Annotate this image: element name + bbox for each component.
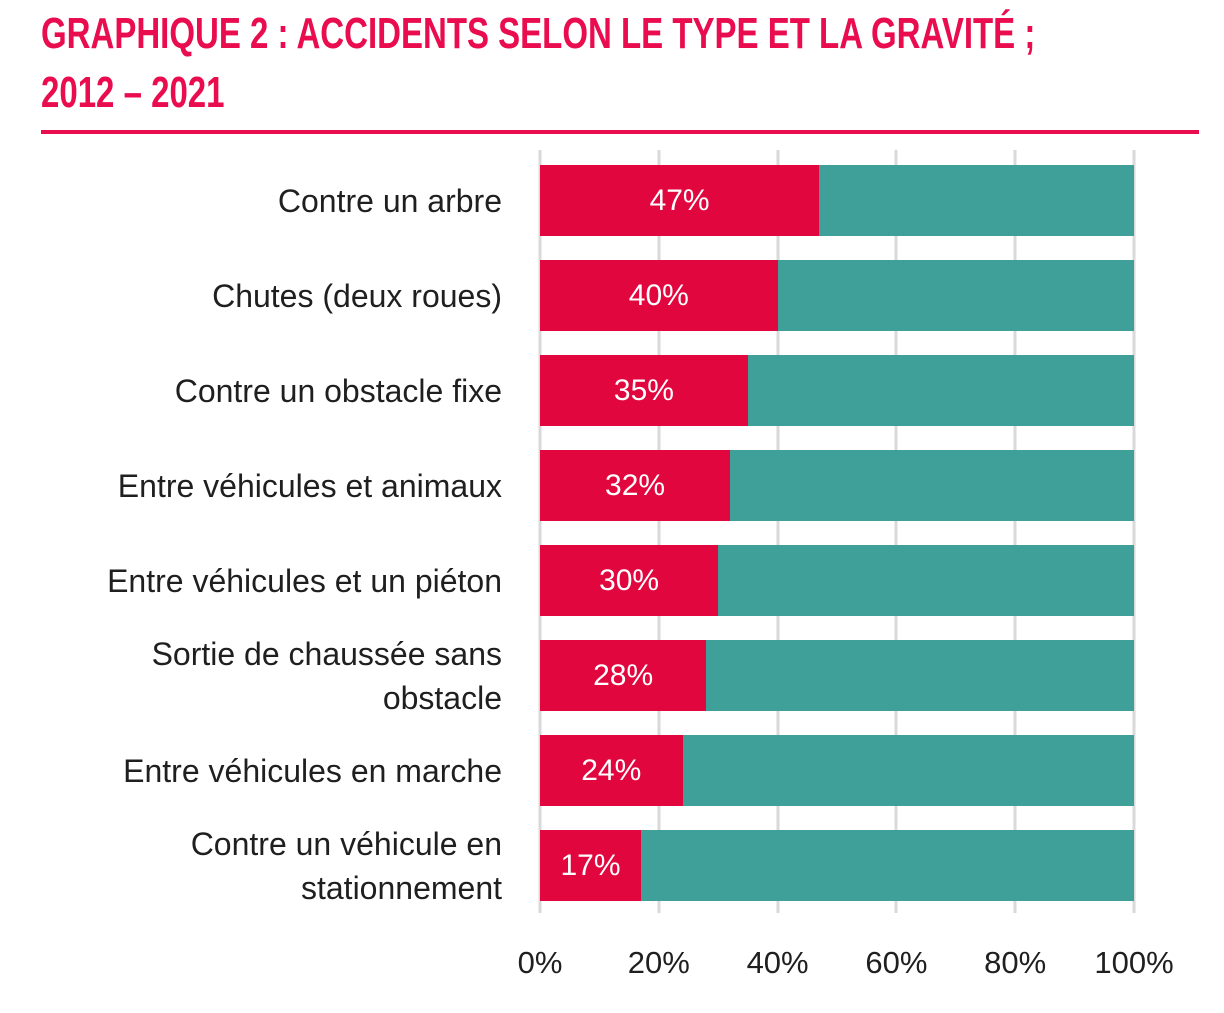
x-tick-label: 40%: [746, 945, 809, 980]
bar-segment-red: 47%: [540, 165, 820, 236]
stacked-bar-chart: Contre un arbre 47% Chutes (deux roues) 40%…: [0, 150, 1174, 990]
bar-segment-red: 17%: [540, 830, 641, 901]
bar-value-label: 17%: [560, 848, 621, 882]
category-label: Contre un véhicule en stationnement: [190, 825, 502, 906]
chart-row: Chutes (deux roues) 40%: [0, 260, 1134, 331]
gridline: [776, 150, 780, 913]
bar-segment-teal: [706, 640, 1134, 711]
bar-segment-teal: [747, 355, 1134, 426]
chart-title-line-2: 2012 – 2021: [41, 68, 225, 117]
chart-row: Contre un obstacle fixe 35%: [0, 355, 1134, 426]
category-label: Contre un arbre: [277, 182, 502, 219]
bar-value-label: 24%: [581, 753, 642, 787]
bar-track: 28%: [540, 640, 1134, 711]
bar-segment-teal: [682, 735, 1134, 806]
bar-track: 32%: [540, 450, 1134, 521]
bar-segment-teal: [777, 260, 1134, 331]
chart-row: Contre un véhicule en stationnement 17%: [0, 826, 1134, 906]
bar-track: 40%: [540, 260, 1134, 331]
bar-value-label: 28%: [593, 658, 654, 692]
x-tick-label: 100%: [1094, 945, 1174, 980]
chart-rows: Contre un arbre 47% Chutes (deux roues) 40%…: [0, 165, 1134, 906]
chart-row: Contre un arbre 47%: [0, 165, 1134, 236]
bar-segment-red: 35%: [540, 355, 748, 426]
bar-track: 47%: [540, 165, 1134, 236]
bar-segment-teal: [640, 830, 1134, 901]
category-label: Entre véhicules et un piéton: [107, 562, 502, 599]
bar-value-label: 40%: [628, 278, 689, 312]
bar-value-label: 32%: [605, 468, 666, 502]
chart-title-line-1: GRAPHIQUE 2 : ACCIDENTS SELON LE TYPE ET…: [41, 9, 1036, 58]
bar-value-label: 35%: [613, 373, 674, 407]
gridline: [657, 150, 661, 913]
bar-segment-red: 40%: [540, 260, 778, 331]
bar-track: 17%: [540, 830, 1134, 901]
bar-track: 30%: [540, 545, 1134, 616]
title-rule-divider: [41, 130, 1199, 134]
gridline: [894, 150, 898, 913]
category-label: Contre un obstacle fixe: [174, 372, 502, 409]
chart-row: Entre véhicules en marche 24%: [0, 735, 1134, 806]
bar-value-label: 30%: [599, 563, 660, 597]
x-tick-label: 60%: [865, 945, 928, 980]
bar-value-label: 47%: [649, 183, 710, 217]
gridline: [1013, 150, 1017, 913]
bar-segment-red: 28%: [540, 640, 707, 711]
bar-track: 35%: [540, 355, 1134, 426]
category-label: Entre véhicules en marche: [123, 752, 502, 789]
chart-row: Entre véhicules et un piéton 30%: [0, 545, 1134, 616]
bar-segment-teal: [819, 165, 1134, 236]
bar-segment-red: 24%: [540, 735, 683, 806]
gridline: [1132, 150, 1136, 913]
x-tick-label: 80%: [984, 945, 1047, 980]
bar-track: 24%: [540, 735, 1134, 806]
bar-segment-red: 30%: [540, 545, 719, 616]
x-tick-label: 20%: [627, 945, 690, 980]
chart-title: GRAPHIQUE 2 : ACCIDENTS SELON LE TYPE ET…: [41, 4, 1201, 122]
chart-row: Entre véhicules et animaux 32%: [0, 450, 1134, 521]
bar-segment-teal: [718, 545, 1134, 616]
bar-segment-teal: [730, 450, 1134, 521]
chart-row: Sortie de chaussée sans obstacle 28%: [0, 636, 1134, 716]
category-label: Sortie de chaussée sans obstacle: [151, 635, 502, 716]
bar-segment-red: 32%: [540, 450, 731, 521]
gridline: [538, 150, 542, 913]
x-tick-label: 0%: [517, 945, 563, 980]
category-label: Entre véhicules et animaux: [117, 467, 502, 504]
category-label: Chutes (deux roues): [212, 277, 502, 314]
gridlines: [538, 150, 1136, 913]
x-axis: 0% 20% 40% 60% 80% 100%: [518, 945, 1174, 985]
